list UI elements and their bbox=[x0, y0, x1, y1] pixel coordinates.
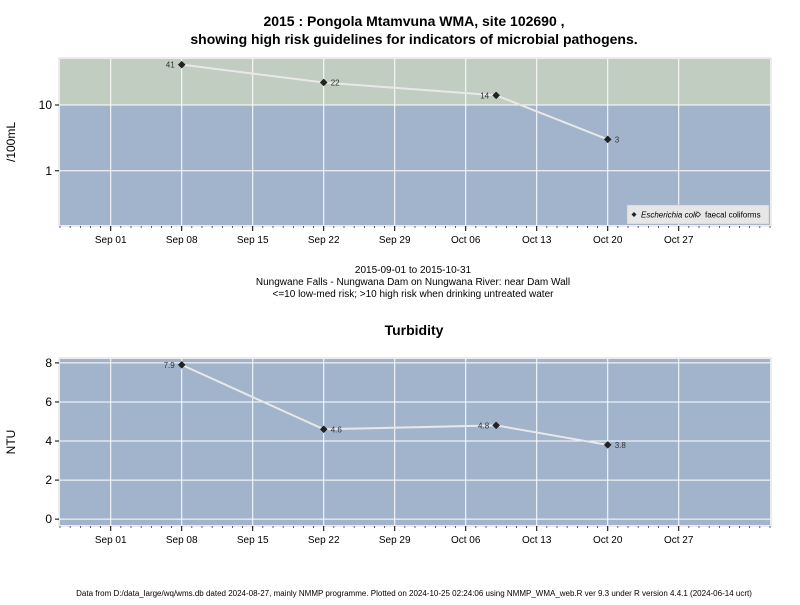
y-tick-label: 4 bbox=[45, 434, 52, 448]
legend-label: faecal coliforms bbox=[705, 211, 761, 220]
legend-marker-open-diamond bbox=[694, 211, 702, 218]
x-tick-label: Sep 29 bbox=[379, 235, 411, 246]
data-point bbox=[319, 425, 328, 434]
data-label: 41 bbox=[166, 61, 175, 70]
x-tick-label: Oct 06 bbox=[451, 235, 481, 246]
caption-site: Nungwane Falls - Nungwana Dam on Nungwan… bbox=[256, 277, 570, 288]
chart2-title: Turbidity bbox=[385, 322, 444, 338]
legend-marker-filled-diamond bbox=[631, 212, 637, 217]
legend-box bbox=[626, 204, 770, 225]
data-point bbox=[603, 135, 612, 144]
data-point bbox=[492, 421, 500, 430]
data-point bbox=[319, 78, 328, 87]
data-point bbox=[177, 60, 186, 69]
x-tick-label: Oct 06 bbox=[451, 535, 481, 546]
x-tick-label: Sep 22 bbox=[308, 535, 340, 546]
chart1-title-line1: 2015 : Pongola Mtamvuna WMA, site 102690… bbox=[263, 13, 564, 29]
y-tick-label: 0 bbox=[45, 512, 52, 526]
footer-note: Data from D:/data_large/wq/wms.db dated … bbox=[76, 589, 752, 598]
data-label: 3.8 bbox=[615, 441, 627, 450]
data-label: 3 bbox=[615, 135, 620, 144]
plot-background bbox=[60, 359, 770, 525]
x-tick-label: Sep 08 bbox=[166, 235, 198, 246]
series-line bbox=[181, 63, 609, 141]
y-axis-label: /100mL bbox=[4, 122, 18, 162]
data-label: 4.6 bbox=[331, 425, 343, 434]
y-tick-label: 6 bbox=[45, 395, 52, 409]
x-tick-label: Sep 29 bbox=[379, 535, 411, 546]
x-tick-label: Oct 27 bbox=[664, 535, 694, 546]
y-axis-label: NTU bbox=[4, 430, 18, 455]
data-label: 14 bbox=[480, 91, 489, 100]
caption-date-range: 2015-09-01 to 2015-10-31 bbox=[355, 265, 472, 276]
y-tick-label: 8 bbox=[45, 356, 52, 370]
high-risk-band bbox=[60, 59, 770, 105]
x-tick-label: Sep 15 bbox=[237, 535, 269, 546]
x-tick-label: Oct 13 bbox=[522, 535, 552, 546]
x-tick-label: Oct 20 bbox=[593, 535, 623, 546]
chart1-title-line2: showing high risk guidelines for indicat… bbox=[190, 31, 637, 47]
data-point bbox=[177, 361, 186, 369]
legend-label: Escherichia coli bbox=[641, 211, 697, 220]
caption-guideline: <=10 low-med risk; >10 high risk when dr… bbox=[273, 289, 555, 300]
x-tick-label: Oct 20 bbox=[593, 235, 623, 246]
x-tick-label: Oct 27 bbox=[664, 235, 694, 246]
x-tick-label: Sep 22 bbox=[308, 235, 340, 246]
x-tick-label: Sep 08 bbox=[166, 535, 198, 546]
data-label: 22 bbox=[331, 78, 340, 87]
data-label: 7.9 bbox=[164, 361, 176, 370]
data-point bbox=[603, 441, 612, 449]
x-tick-label: Sep 01 bbox=[95, 535, 127, 546]
y-tick-label: 10 bbox=[39, 98, 53, 112]
data-point bbox=[492, 91, 500, 100]
x-tick-label: Sep 01 bbox=[95, 235, 127, 246]
x-tick-label: Sep 15 bbox=[237, 235, 269, 246]
chart1-legend: Escherichia coli faecal coliforms bbox=[626, 204, 770, 225]
data-label: 4.8 bbox=[478, 421, 490, 430]
x-tick-label: Oct 13 bbox=[522, 235, 552, 246]
series-line bbox=[181, 363, 608, 446]
y-tick-label: 2 bbox=[45, 473, 52, 487]
y-tick-label: 1 bbox=[45, 164, 52, 178]
turbidity-plot-area: Sep 01 Sep 08 Sep 15 Sep 22 Sep 29 Oct 06 Oct … bbox=[4, 356, 772, 546]
